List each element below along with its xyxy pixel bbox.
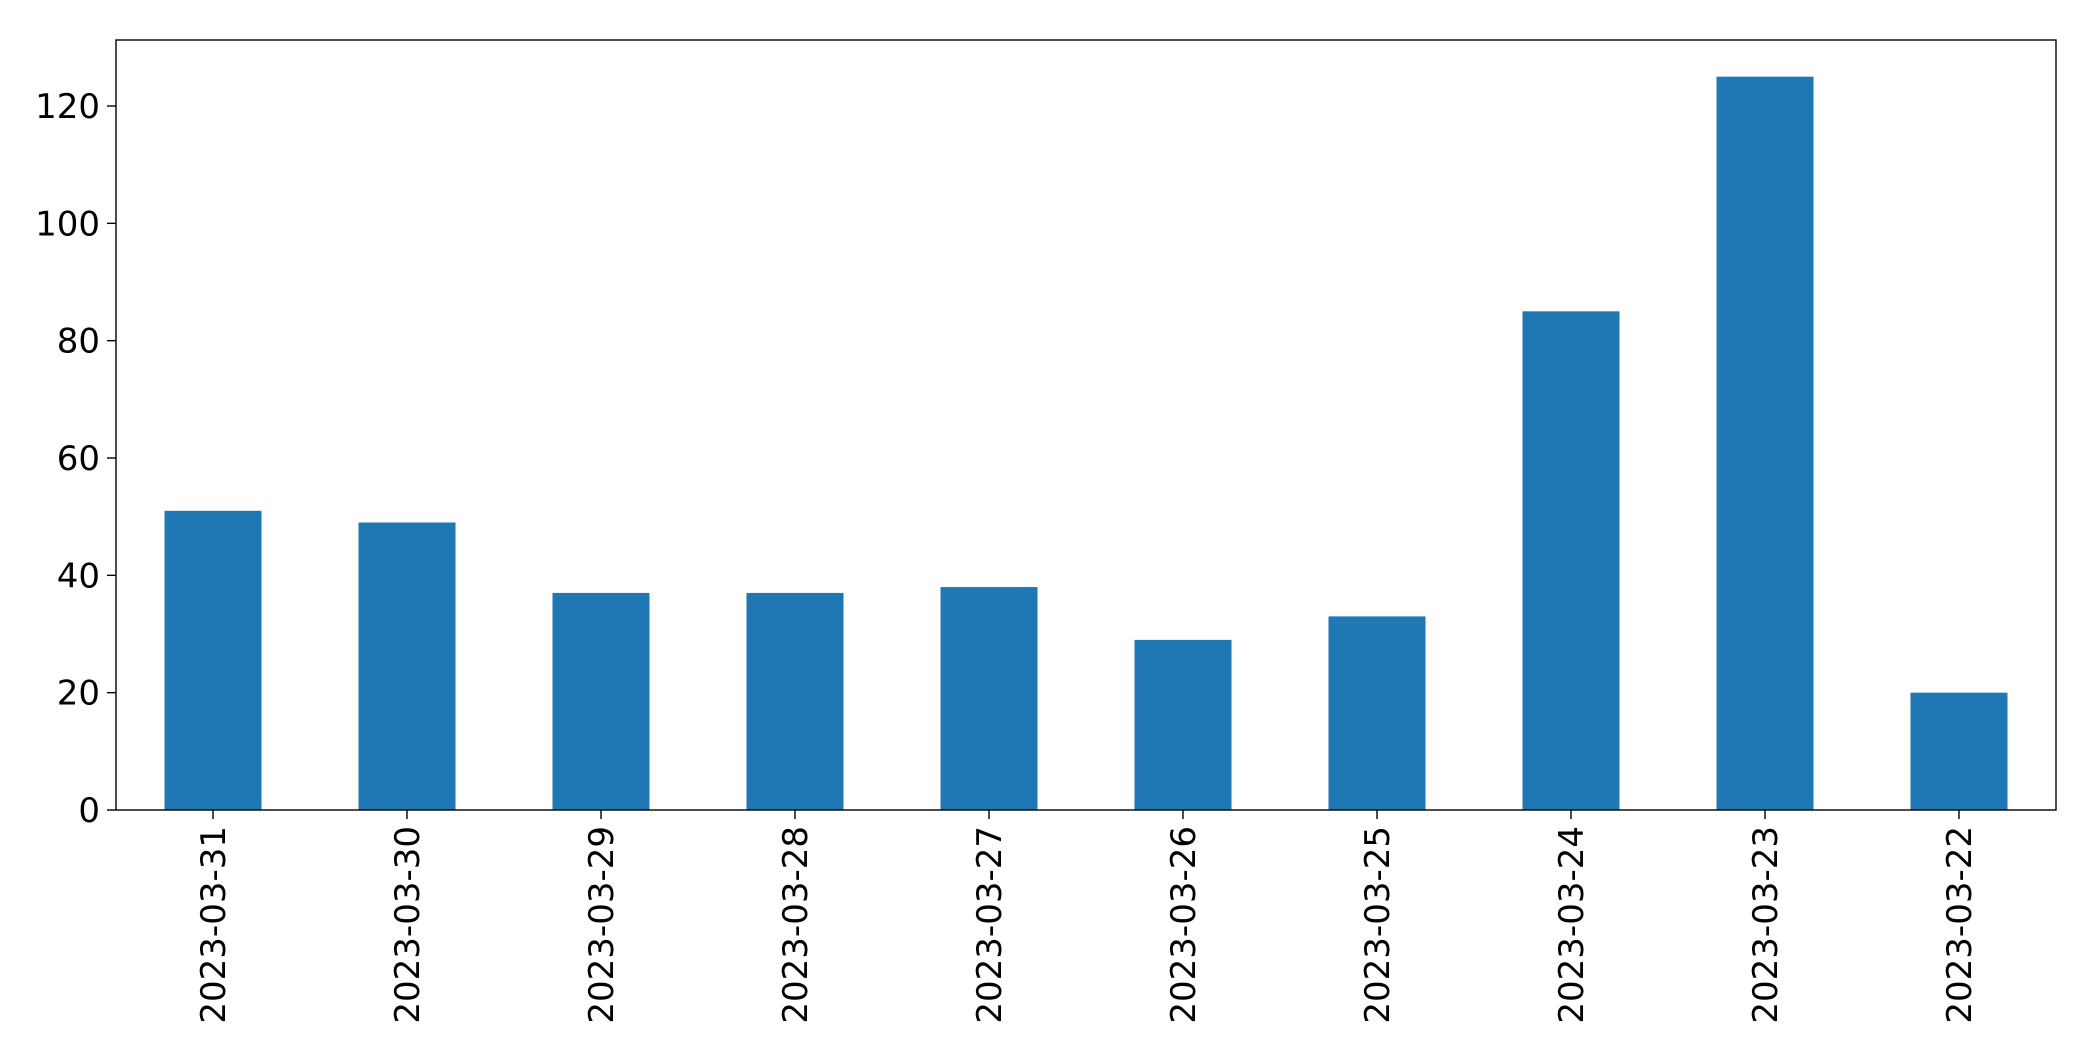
y-tick-label: 40 xyxy=(57,556,100,596)
x-tick-label: 2023-03-24 xyxy=(1552,826,1592,1024)
x-tick-label: 2023-03-26 xyxy=(1164,826,1204,1024)
plot-frame xyxy=(115,39,2057,811)
y-tick-label: 120 xyxy=(35,87,100,127)
x-tick-label: 2023-03-22 xyxy=(1940,826,1980,1024)
x-tick-label: 2023-03-23 xyxy=(1746,826,1786,1024)
bar-2023-03-28 xyxy=(746,592,844,810)
bar-2023-03-22 xyxy=(1910,692,2008,810)
bar-2023-03-25 xyxy=(1328,616,1426,810)
x-tick-label: 2023-03-31 xyxy=(194,826,234,1024)
bar-2023-03-27 xyxy=(940,587,1038,810)
x-tick-label: 2023-03-25 xyxy=(1358,826,1398,1024)
x-tick-label: 2023-03-30 xyxy=(388,826,428,1024)
bar-2023-03-31 xyxy=(164,510,262,810)
x-tick-label: 2023-03-28 xyxy=(776,826,816,1024)
bar-2023-03-24 xyxy=(1522,311,1620,810)
bar-2023-03-29 xyxy=(552,592,650,810)
y-tick-label: 0 xyxy=(78,791,100,831)
bars-layer xyxy=(164,76,2008,811)
y-tick-label: 20 xyxy=(57,674,100,714)
bar-2023-03-30 xyxy=(358,522,456,810)
y-tick-label: 80 xyxy=(57,322,100,362)
bar-2023-03-26 xyxy=(1134,639,1232,810)
y-tick-label: 100 xyxy=(35,204,100,244)
x-tick-label: 2023-03-29 xyxy=(582,826,622,1024)
x-tick-label: 2023-03-27 xyxy=(970,826,1010,1024)
y-tick-label: 60 xyxy=(57,439,100,479)
bar-2023-03-23 xyxy=(1716,76,1814,811)
axes-layer: 2023-03-31 2023-03-30 2023-03-29 2023-03-28… xyxy=(35,39,2057,1024)
